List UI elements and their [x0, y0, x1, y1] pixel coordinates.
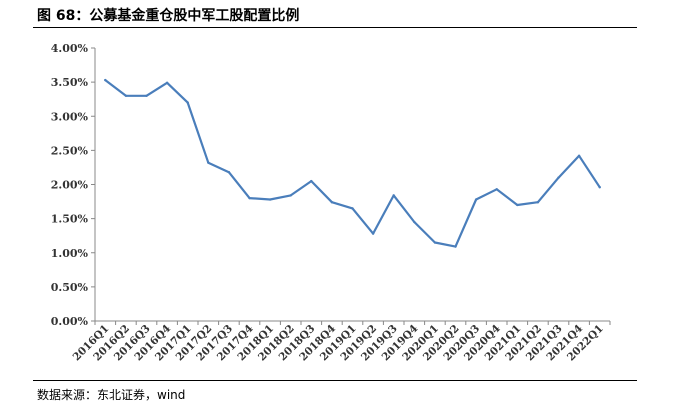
data-point: [330, 201, 334, 204]
data-point: [516, 203, 519, 207]
data-point: [248, 196, 251, 200]
footer-divider: [33, 380, 637, 381]
y-tick-label: 3.50%: [51, 76, 89, 89]
y-tick-label: 2.00%: [51, 179, 89, 192]
y-tick-label: 2.50%: [51, 144, 89, 157]
data-point: [124, 94, 128, 97]
data-point: [310, 179, 313, 183]
data-point: [577, 154, 581, 158]
x-axis-ticks: 2016Q12016Q22016Q32016Q42017Q12017Q22017…: [71, 321, 611, 363]
data-point: [557, 176, 560, 179]
y-axis-ticks: 0.00% 0.50% 1.00% 1.50% 2.00% 2.50% 3.00% 3.50%…: [51, 42, 95, 328]
y-tick-label: 0.00%: [51, 315, 89, 328]
title-divider: [33, 27, 637, 28]
y-tick-label: 1.50%: [51, 213, 89, 226]
data-point: [474, 198, 478, 201]
data-point: [495, 188, 498, 191]
y-tick-label: 3.00%: [51, 110, 89, 123]
data-point: [165, 81, 169, 85]
data-point: [598, 186, 601, 189]
data-point: [392, 194, 395, 197]
y-tick-label: 4.00%: [51, 42, 89, 55]
data-point: [207, 161, 210, 164]
data-point: [268, 198, 272, 201]
data-point: [413, 220, 416, 224]
series-line: [104, 78, 601, 248]
data-point: [145, 94, 148, 97]
data-point: [454, 245, 457, 248]
series-layer: [104, 78, 601, 248]
data-point: [536, 201, 540, 204]
source-note: 数据来源：东北证券，wind: [37, 388, 186, 402]
data-point: [227, 171, 231, 174]
line-chart: 0.00% 0.50% 1.00% 1.50% 2.00% 2.50% 3.00% 3.50%…: [51, 42, 611, 363]
y-tick-label: 1.00%: [51, 247, 89, 260]
data-point: [104, 78, 107, 82]
data-point: [351, 207, 354, 210]
y-tick-label: 0.50%: [51, 281, 89, 294]
data-point: [433, 241, 437, 244]
data-point: [289, 194, 292, 197]
data-point: [186, 101, 189, 104]
figure-title: 图 68：公募基金重仓股中军工股配置比例: [37, 8, 300, 24]
data-point: [371, 232, 375, 235]
